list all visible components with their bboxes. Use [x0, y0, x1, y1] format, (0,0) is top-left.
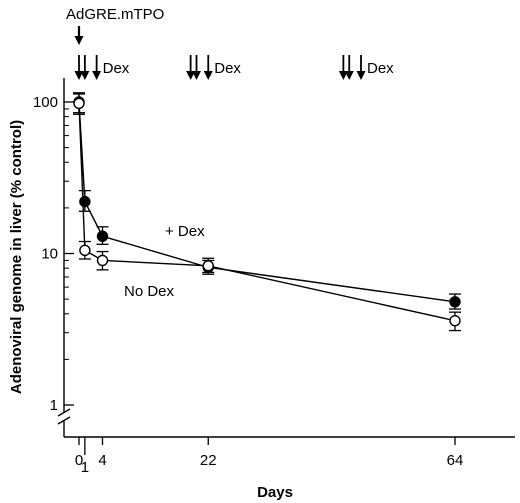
y-tick-label: 100: [33, 94, 58, 111]
x-tick-label: 1: [81, 459, 89, 476]
annotations: AdGRE.mTPO Dex Dex Dex: [66, 6, 394, 80]
y-axis-break-mark: [57, 416, 71, 425]
y-tick-label: 1: [50, 397, 58, 414]
injection-label: AdGRE.mTPO: [66, 6, 164, 23]
dex-arrow-head: [344, 71, 354, 80]
dex-arrow-head: [192, 71, 201, 80]
series-line-dex: [78, 101, 456, 303]
data-point-no-dex: [449, 315, 461, 327]
dex-arrow-head: [74, 71, 84, 80]
x-tick-label: 4: [98, 452, 106, 469]
dex-arrow-head: [80, 71, 90, 80]
series-label-dex: + Dex: [165, 223, 205, 240]
dex-arrow-head: [203, 71, 213, 80]
x-axis-label: Days: [257, 484, 293, 501]
dex-label: Dex: [214, 60, 241, 77]
series-label-no-dex: No Dex: [124, 283, 175, 300]
dex-label: Dex: [103, 60, 130, 77]
dex-arrow-head: [356, 71, 366, 80]
data-point-dex: [449, 296, 461, 308]
y-axis-break-mark: [57, 408, 71, 417]
dex-label: Dex: [367, 60, 394, 77]
data-point-dex: [79, 195, 91, 208]
dex-arrow-head: [338, 71, 348, 80]
series-layer: + Dex No Dex: [73, 92, 461, 332]
x-tick-label: 64: [447, 452, 464, 469]
injection-arrow-head: [74, 36, 84, 45]
y-tick-label: 10: [41, 246, 58, 263]
x-tick-label: 22: [200, 452, 217, 469]
dex-arrow-head: [92, 71, 102, 80]
data-point-dex: [96, 230, 109, 242]
data-point-no-dex: [79, 244, 91, 256]
y-axis-label: Adenoviral genome in liver (% control): [8, 120, 25, 394]
x-tick-label: 0: [75, 452, 83, 469]
data-point-no-dex: [202, 260, 214, 272]
dex-arrow-head: [186, 71, 196, 80]
data-point-no-dex: [96, 254, 109, 267]
data-point-no-dex: [73, 97, 85, 110]
